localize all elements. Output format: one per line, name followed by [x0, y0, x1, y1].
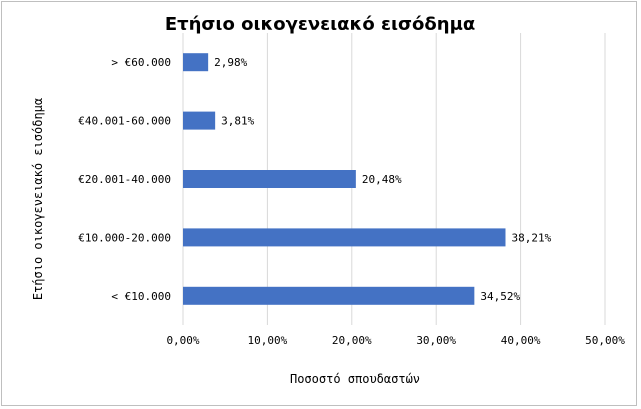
data-label: 3,81% — [221, 115, 254, 128]
x-axis-label: Ποσοστό σπουδαστών — [289, 372, 421, 386]
bar — [183, 53, 209, 72]
data-label: 34,52% — [480, 290, 520, 303]
x-tick-label: 30,00% — [416, 334, 456, 347]
x-tick-label: 10,00% — [248, 334, 288, 347]
data-label: 20,48% — [362, 173, 402, 186]
y-tick-label: €10.000-20.000 — [78, 231, 171, 244]
bar — [183, 286, 475, 305]
bar — [183, 170, 356, 188]
chart-title: Ετήσιο οικογενειακό εισόδημα — [164, 14, 476, 35]
x-tick-label: 0,00% — [166, 334, 199, 347]
bar — [183, 111, 216, 130]
x-tick-label: 40,00% — [501, 334, 541, 347]
y-tick-label: < €10.000 — [111, 290, 171, 303]
bar — [183, 228, 506, 247]
y-tick-label: €40.001-60.000 — [78, 115, 171, 128]
y-tick-label: €20.001-40.000 — [78, 173, 171, 186]
x-tick-label: 20,00% — [332, 334, 372, 347]
data-label: 2,98% — [214, 56, 247, 69]
y-tick-label: > €60.000 — [111, 56, 171, 69]
data-label: 38,21% — [511, 231, 551, 244]
x-tick-label: 50,00% — [585, 334, 625, 347]
